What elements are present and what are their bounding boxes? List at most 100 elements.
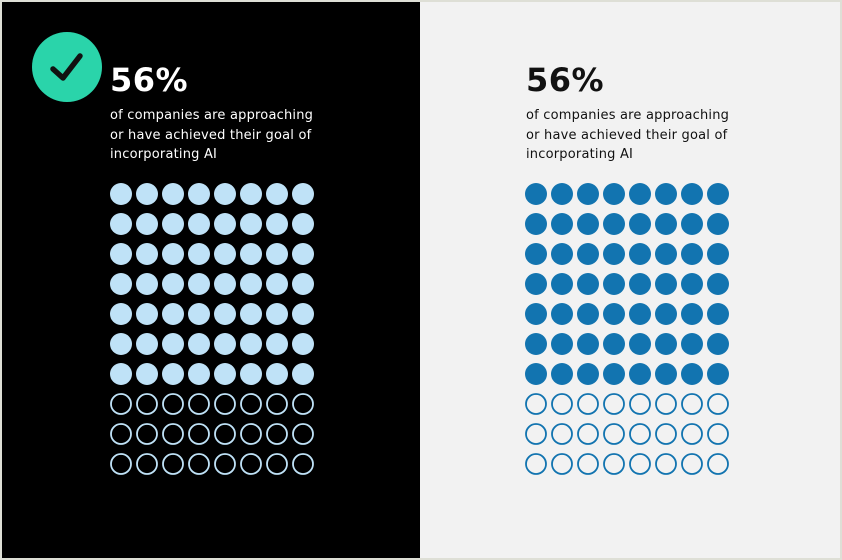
waffle-dot-filled	[603, 213, 625, 235]
waffle-dot-filled	[110, 333, 132, 355]
waffle-dot-filled	[240, 213, 262, 235]
waffle-dot-filled	[603, 363, 625, 385]
waffle-chart	[525, 183, 729, 475]
waffle-dot-filled	[603, 183, 625, 205]
waffle-dot-empty	[603, 393, 625, 415]
waffle-dot-filled	[603, 273, 625, 295]
waffle-dot-filled	[655, 303, 677, 325]
waffle-dot-filled	[136, 363, 158, 385]
waffle-dot-filled	[214, 273, 236, 295]
waffle-dot-filled	[525, 363, 547, 385]
waffle-dot-filled	[214, 243, 236, 265]
waffle-dot-filled	[707, 213, 729, 235]
waffle-dot-filled	[266, 363, 288, 385]
waffle-chart	[110, 183, 314, 475]
waffle-dot-filled	[681, 363, 703, 385]
waffle-dot-filled	[707, 333, 729, 355]
waffle-dot-filled	[629, 243, 651, 265]
waffle-dot-filled	[136, 303, 158, 325]
waffle-dot-filled	[188, 333, 210, 355]
waffle-dot-filled	[266, 303, 288, 325]
waffle-dot-filled	[136, 273, 158, 295]
waffle-dot-filled	[681, 303, 703, 325]
waffle-dot-filled	[681, 243, 703, 265]
waffle-dot-empty	[110, 393, 132, 415]
waffle-dot-filled	[266, 273, 288, 295]
waffle-dot-filled	[266, 213, 288, 235]
waffle-dot-empty	[292, 393, 314, 415]
waffle-dot-filled	[551, 243, 573, 265]
waffle-dot-filled	[266, 183, 288, 205]
waffle-dot-filled	[240, 333, 262, 355]
check-badge	[32, 32, 102, 102]
waffle-dot-filled	[188, 183, 210, 205]
waffle-dot-filled	[655, 363, 677, 385]
waffle-dot-filled	[162, 333, 184, 355]
waffle-dot-empty	[240, 423, 262, 445]
waffle-dot-filled	[681, 183, 703, 205]
waffle-dot-filled	[603, 333, 625, 355]
waffle-dot-empty	[214, 393, 236, 415]
waffle-dot-filled	[525, 273, 547, 295]
waffle-dot-filled	[136, 213, 158, 235]
waffle-dot-filled	[162, 303, 184, 325]
waffle-dot-empty	[110, 423, 132, 445]
waffle-dot-filled	[707, 183, 729, 205]
waffle-dot-filled	[110, 243, 132, 265]
waffle-dot-empty	[655, 423, 677, 445]
waffle-dot-filled	[577, 183, 599, 205]
waffle-dot-empty	[551, 423, 573, 445]
waffle-dot-filled	[551, 333, 573, 355]
waffle-dot-empty	[577, 423, 599, 445]
waffle-dot-filled	[110, 303, 132, 325]
waffle-dot-filled	[681, 213, 703, 235]
waffle-dot-filled	[188, 303, 210, 325]
waffle-dot-empty	[162, 393, 184, 415]
waffle-dot-filled	[240, 183, 262, 205]
waffle-dot-filled	[681, 333, 703, 355]
waffle-dot-filled	[162, 213, 184, 235]
waffle-dot-empty	[707, 423, 729, 445]
waffle-dot-filled	[577, 213, 599, 235]
waffle-dot-empty	[188, 453, 210, 475]
waffle-dot-filled	[681, 273, 703, 295]
waffle-dot-filled	[629, 363, 651, 385]
waffle-dot-filled	[240, 243, 262, 265]
waffle-dot-filled	[214, 183, 236, 205]
waffle-dot-filled	[110, 213, 132, 235]
waffle-dot-filled	[266, 243, 288, 265]
waffle-dot-empty	[266, 393, 288, 415]
waffle-dot-empty	[136, 453, 158, 475]
waffle-dot-filled	[629, 273, 651, 295]
waffle-dot-empty	[188, 393, 210, 415]
waffle-dot-filled	[707, 243, 729, 265]
waffle-dot-filled	[292, 303, 314, 325]
waffle-dot-filled	[292, 183, 314, 205]
waffle-dot-filled	[629, 213, 651, 235]
waffle-dot-filled	[136, 183, 158, 205]
waffle-dot-filled	[655, 333, 677, 355]
waffle-dot-filled	[525, 183, 547, 205]
percent-headline: 56%	[526, 61, 605, 99]
waffle-dot-filled	[240, 363, 262, 385]
waffle-dot-filled	[240, 273, 262, 295]
waffle-dot-empty	[525, 393, 547, 415]
waffle-dot-filled	[551, 303, 573, 325]
waffle-dot-empty	[551, 393, 573, 415]
waffle-dot-filled	[577, 363, 599, 385]
waffle-dot-empty	[162, 423, 184, 445]
waffle-dot-empty	[136, 393, 158, 415]
waffle-dot-filled	[525, 303, 547, 325]
waffle-dot-filled	[214, 333, 236, 355]
waffle-dot-filled	[162, 183, 184, 205]
waffle-dot-empty	[525, 453, 547, 475]
waffle-dot-filled	[292, 333, 314, 355]
waffle-dot-empty	[162, 453, 184, 475]
waffle-dot-empty	[681, 423, 703, 445]
waffle-dot-filled	[188, 243, 210, 265]
waffle-dot-empty	[655, 453, 677, 475]
description-text: of companies are approaching or have ach…	[110, 108, 314, 162]
waffle-dot-filled	[707, 363, 729, 385]
waffle-dot-empty	[266, 453, 288, 475]
